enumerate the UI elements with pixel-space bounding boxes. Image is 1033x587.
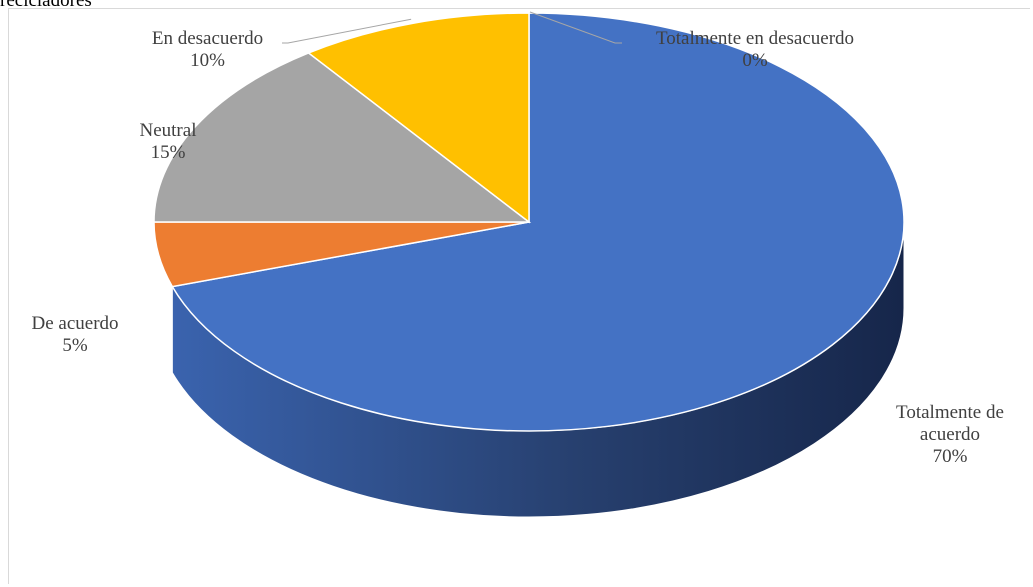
leader-lines: [282, 11, 622, 44]
value-label: 10%: [190, 50, 225, 71]
leader-line-totalmente-en-desacuerdo: [529, 11, 622, 44]
value-label: 0%: [742, 50, 768, 71]
slice-label-totalmente-de-acuerdo: Totalmente de acuerdo 70%: [870, 402, 1030, 468]
slice-label-neutral: Neutral 15%: [118, 120, 218, 164]
category-label: Totalmente en desacuerdo: [655, 28, 855, 49]
value-label: 70%: [932, 446, 968, 467]
slice-totalmente-de-acuerdo: [171, 12, 905, 432]
slice-label-en-desacuerdo: En desacuerdo 10%: [130, 28, 285, 72]
slice-en-desacuerdo: [307, 12, 530, 224]
category-label: De acuerdo: [31, 313, 119, 334]
chart-frame: [8, 8, 1030, 584]
value-label: 15%: [150, 142, 186, 163]
chart-title: recicladores: [0, 0, 92, 11]
leader-line-en-desacuerdo: [282, 18, 412, 44]
slice-label-de-acuerdo: De acuerdo 5%: [20, 313, 130, 357]
category-label: Totalmente de acuerdo: [896, 402, 1004, 445]
slice-label-totalmente-en-desacuerdo: Totalmente en desacuerdo 0%: [625, 28, 885, 72]
value-label: 5%: [62, 335, 88, 356]
pie-top: [153, 12, 905, 432]
slice-neutral: [153, 52, 532, 223]
category-label: Neutral: [139, 120, 197, 141]
category-label: En desacuerdo: [151, 28, 264, 49]
